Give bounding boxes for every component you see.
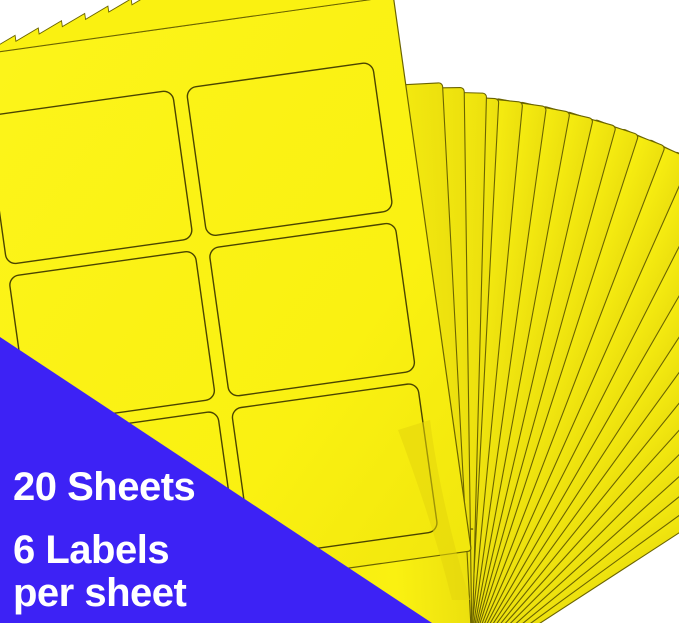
label-cell [209,222,416,397]
badge-sheets-count: 20 Sheets [13,465,196,509]
label-cell [186,62,393,236]
badge-triangle [0,337,432,623]
badge-labels-count: 6 Labels [13,528,170,572]
sheet-fan [393,94,679,623]
stacked-sheet-top-edge [0,0,394,60]
label-cell [0,90,193,265]
sheet-curl-shadow [398,420,470,600]
badge-labels-per-sheet: per sheet [13,571,187,615]
